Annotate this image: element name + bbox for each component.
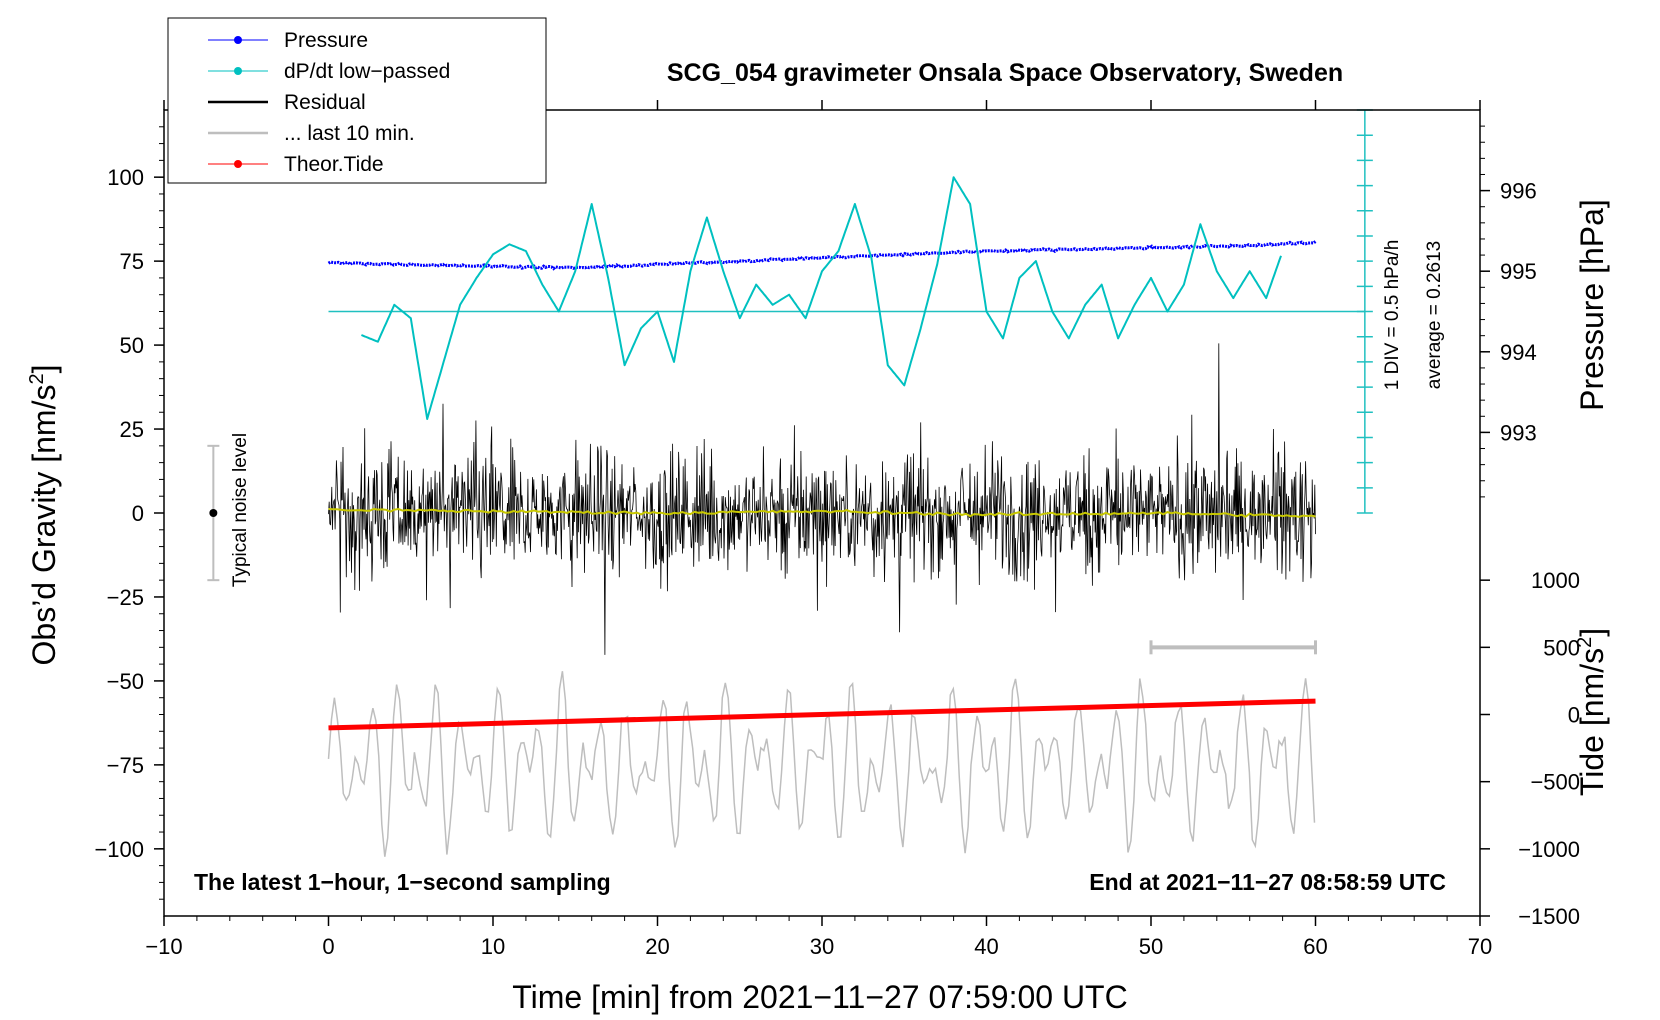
x-tick-label: 70 xyxy=(1468,934,1492,959)
y-tick-label: −25 xyxy=(107,585,144,610)
legend-swatch-marker xyxy=(234,160,242,168)
legend-items: Pressure dP/dt low−passed Residual ... last… xyxy=(208,29,450,176)
pressure-tick-label: 996 xyxy=(1500,179,1537,204)
legend-swatch-marker xyxy=(234,36,242,44)
y-axis-label-gravity: Obs’d Gravity [nm/s2] xyxy=(26,365,62,666)
y-tick-label: −75 xyxy=(107,753,144,778)
y-axis-label-gravity-end: ] xyxy=(26,365,62,374)
legend-label: Residual xyxy=(284,91,366,114)
x-tick-label: 50 xyxy=(1139,934,1163,959)
y-axis-label-tide-text: Tide [nm/s xyxy=(1574,648,1610,796)
x-tick-label: 10 xyxy=(481,934,505,959)
y-axis-label-tide-sup: 2 xyxy=(1574,637,1596,648)
noise-level-label: Typical noise level xyxy=(230,433,251,587)
noise-level-dot xyxy=(209,509,218,517)
tide-tick-label: 1000 xyxy=(1531,568,1580,593)
series-dpdt-low-passed xyxy=(360,176,1282,420)
y-tick-label: 75 xyxy=(120,249,144,274)
x-axis-label: Time [min] from 2021−11−27 07:59:00 UTC xyxy=(512,979,1127,1015)
chart-title: SCG_054 gravimeter Onsala Space Observat… xyxy=(667,59,1343,87)
x-tick-label: 0 xyxy=(322,934,334,959)
y-axis-label-gravity-sup: 2 xyxy=(26,373,48,384)
y-axis-label-gravity-text: Obs’d Gravity [nm/s xyxy=(26,385,62,666)
y-tick-label: 50 xyxy=(120,333,144,358)
series-residual xyxy=(328,343,1316,655)
series-last-10-min xyxy=(327,671,1316,857)
annotation-end-time: End at 2021−11−27 08:58:59 UTC xyxy=(1089,869,1446,895)
tide-tick-label: 0 xyxy=(1568,703,1580,728)
y-tick-label: 100 xyxy=(107,165,144,190)
legend-label: Theor.Tide xyxy=(284,153,384,176)
pressure-tick-label: 995 xyxy=(1500,259,1537,284)
series-residual-smoothed xyxy=(328,507,1316,518)
x-tick-label: 40 xyxy=(974,934,998,959)
y-axis-label-tide: Tide [nm/s2] xyxy=(1574,628,1610,796)
legend-box xyxy=(167,17,547,184)
pressure-tick-label: 994 xyxy=(1500,340,1537,365)
tide-tick-label: −500 xyxy=(1530,770,1580,795)
plot-area xyxy=(207,109,1373,857)
legend: Pressure dP/dt low−passed Residual ... last… xyxy=(167,17,547,184)
y-axis-label-pressure: Pressure [hPa] xyxy=(1574,199,1610,411)
y-tick-label: 0 xyxy=(132,501,144,526)
x-tick-label: 30 xyxy=(810,934,834,959)
y-tick-label: 25 xyxy=(120,417,144,442)
tide-tick-label: −1000 xyxy=(1518,837,1580,862)
y-axis-label-tide-end: ] xyxy=(1574,628,1610,637)
pressure-scale-div-label: 1 DIV = 0.5 hPa/h xyxy=(1382,240,1403,391)
x-tick-label: 20 xyxy=(645,934,669,959)
x-tick-label: 60 xyxy=(1303,934,1327,959)
pressure-tick-label: 993 xyxy=(1500,420,1537,445)
series-pressure xyxy=(327,240,1317,271)
axis-ticks: −10 0 10 20 30 40 50 60 701007550250−25−50−75−10… xyxy=(94,100,1580,959)
pressure-scale-average-label: average = 0.2613 xyxy=(1424,241,1445,389)
annotation-sampling: The latest 1−hour, 1−second sampling xyxy=(194,869,611,895)
series-theor-tide xyxy=(328,698,1316,731)
legend-swatch-marker xyxy=(234,67,242,75)
y-tick-label: −100 xyxy=(94,837,144,862)
tide-tick-label: −1500 xyxy=(1518,904,1580,929)
legend-label: dP/dt low−passed xyxy=(284,60,450,83)
tide-tick-label: 500 xyxy=(1543,635,1580,660)
legend-label: Pressure xyxy=(284,29,368,52)
x-tick-label: −10 xyxy=(145,934,182,959)
legend-label: ... last 10 min. xyxy=(284,122,415,145)
y-tick-label: −50 xyxy=(107,669,144,694)
